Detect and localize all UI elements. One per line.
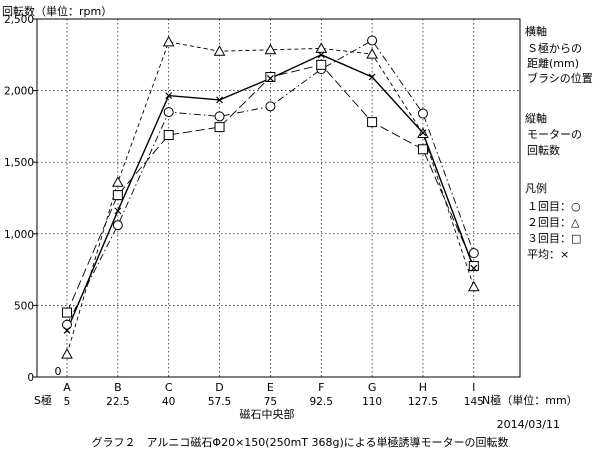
x-center-label: 磁石中央部 xyxy=(240,407,295,421)
legend-title: 凡例 xyxy=(525,181,547,195)
legend-entry-3: ３回目：□ xyxy=(527,232,581,245)
data-point-square xyxy=(316,59,327,70)
v-axis-title: 縦軸 xyxy=(525,111,547,125)
chart-title: グラフ２ アルニコ磁石Φ20×150(250mT 368g)による単極誘導モータ… xyxy=(92,435,509,449)
x-category-label: G xyxy=(368,381,377,394)
x-position-label: 40 xyxy=(162,396,175,408)
x-category-label: C xyxy=(165,381,173,394)
data-point-square xyxy=(265,71,276,82)
y-tick-label: 2,500 xyxy=(4,14,34,26)
x-position-label: 92.5 xyxy=(310,396,333,408)
h-axis-line-2: 距離(mm) xyxy=(527,56,579,70)
y-tick-label: 0 xyxy=(27,372,34,384)
date-label: 2014/03/11 xyxy=(497,418,560,431)
legend-entry-1: １回目：○ xyxy=(527,200,581,213)
x-category-label: B xyxy=(114,381,122,394)
data-point-circle xyxy=(367,35,378,46)
data-point-x xyxy=(63,327,71,334)
data-point-triangle xyxy=(112,176,124,187)
data-point-x xyxy=(317,51,325,59)
x-category-labels: A B C D E F G H I xyxy=(63,381,475,394)
x-position-label: 75 xyxy=(264,396,277,408)
data-point-x xyxy=(216,96,223,104)
h-axis-line-3: ブラシの位置 xyxy=(527,71,593,85)
x-category-label: A xyxy=(63,381,71,394)
y-tick-label: 2,000 xyxy=(4,86,34,98)
data-point-square xyxy=(417,144,428,155)
x-category-label: F xyxy=(318,381,324,394)
data-point-triangle xyxy=(61,348,73,359)
data-point-square xyxy=(214,122,225,133)
data-point-circle xyxy=(214,111,225,122)
data-point-triangle xyxy=(213,45,226,56)
h-axis-line-1: Ｓ極からの xyxy=(527,41,582,55)
y-axis-title: 回転数（単位：rpm） xyxy=(2,4,112,18)
data-point-x xyxy=(114,207,122,215)
x-category-label: H xyxy=(419,381,427,394)
data-point-circle xyxy=(112,220,123,231)
data-point-x xyxy=(266,75,274,82)
data-point-triangle xyxy=(315,42,328,53)
x-category-label: E xyxy=(267,381,274,394)
legend-entry-4: 平均：× xyxy=(527,248,569,261)
data-point-square xyxy=(112,190,123,201)
data-point-x xyxy=(470,264,478,272)
x-right-label: N極（単位：mm） xyxy=(482,393,578,407)
x-position-label: 22.5 xyxy=(106,396,129,408)
data-point-circle xyxy=(163,107,174,118)
v-axis-line-2: 回転数 xyxy=(527,144,560,157)
data-point-triangle xyxy=(366,48,378,59)
y-tick-label: 500 xyxy=(14,300,34,312)
x-position-label: 127.5 xyxy=(408,396,438,408)
h-axis-title: 横軸 xyxy=(525,24,547,38)
data-point-x xyxy=(165,92,173,100)
y-tick-label: 1,000 xyxy=(4,229,34,241)
plot-frame xyxy=(36,18,521,378)
v-axis-line-1: モーターの xyxy=(527,128,582,141)
data-point-circle xyxy=(468,248,479,259)
data-point-circle xyxy=(265,101,276,112)
data-point-circle xyxy=(62,319,72,330)
series-line-triangle xyxy=(66,41,475,355)
x-position-labels: 5 22.5 40 57.5 75 92.5 110 127.5 145 xyxy=(64,396,484,408)
data-point-triangle xyxy=(264,43,277,55)
data-point-triangle xyxy=(467,280,480,292)
data-point-square xyxy=(62,307,72,318)
data-point-x xyxy=(368,73,376,81)
data-point-x xyxy=(419,129,427,137)
y-tick-label: 1,500 xyxy=(4,157,34,169)
x-position-label: 145 xyxy=(464,396,484,408)
x-left-label: S極 xyxy=(34,393,52,407)
y-tick-labels: 0 500 1,000 1,500 2,000 2,500 xyxy=(4,14,34,384)
data-point-square xyxy=(367,117,378,128)
grid xyxy=(33,18,520,378)
x-category-label: I xyxy=(472,381,475,394)
x-position-label: 57.5 xyxy=(208,396,231,408)
side-panel: 横軸 Ｓ極からの 距離(mm) ブラシの位置 縦軸 モーターの 回転数 凡例 １… xyxy=(525,24,593,261)
data-point-square xyxy=(163,129,174,140)
x-position-label: 5 xyxy=(64,396,71,408)
data-point-square xyxy=(468,261,479,272)
data-point-circle xyxy=(417,108,428,119)
zero-marker: 0 xyxy=(55,365,62,378)
series-markers xyxy=(61,35,480,359)
x-category-label: D xyxy=(215,381,223,394)
x-position-label: 110 xyxy=(362,396,382,408)
data-point-triangle xyxy=(162,35,175,47)
legend-entry-2: ２回目：△ xyxy=(527,216,580,229)
